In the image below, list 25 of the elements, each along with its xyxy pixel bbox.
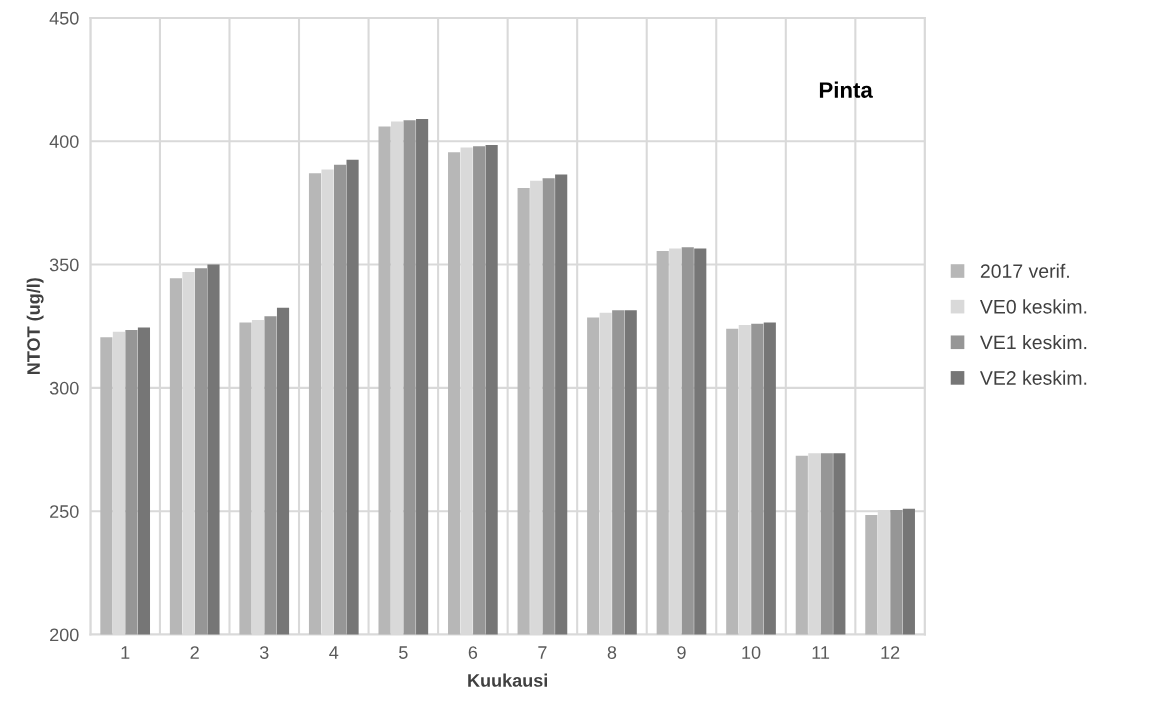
legend-label: VE1 keskim.: [979, 334, 1087, 350]
y-tick-label: 200: [50, 628, 79, 642]
y-tick-label: 350: [49, 258, 79, 272]
x-tick-label: 7: [538, 646, 547, 659]
y-axis-title: NTOT (ug/l): [26, 278, 44, 374]
x-tick-label: 6: [468, 646, 478, 659]
x-tick-label: 5: [399, 646, 408, 659]
y-tick-label: 250: [50, 505, 79, 518]
legend-label: 2017 verif.: [980, 263, 1069, 279]
x-tick-label: 4: [329, 646, 339, 659]
x-tick-label: 2: [190, 646, 199, 659]
y-tick-label: 450: [49, 11, 79, 25]
annotation: Pinta: [819, 81, 873, 98]
x-tick-label: 11: [812, 646, 830, 659]
x-axis-title: Kuukausi: [468, 673, 547, 687]
x-tick-label: 8: [607, 646, 617, 659]
y-tick-label: 300: [49, 381, 79, 395]
x-tick-label: 3: [259, 646, 269, 659]
x-tick-label: 9: [677, 646, 686, 659]
legend-label: VE2 keskim.: [979, 370, 1087, 385]
x-tick-label: 12: [881, 646, 900, 659]
legend-label: VE0 keskim.: [979, 299, 1087, 314]
y-tick-label: 400: [49, 135, 79, 148]
x-tick-label: 10: [742, 646, 761, 659]
x-tick-label: 1: [121, 646, 130, 659]
